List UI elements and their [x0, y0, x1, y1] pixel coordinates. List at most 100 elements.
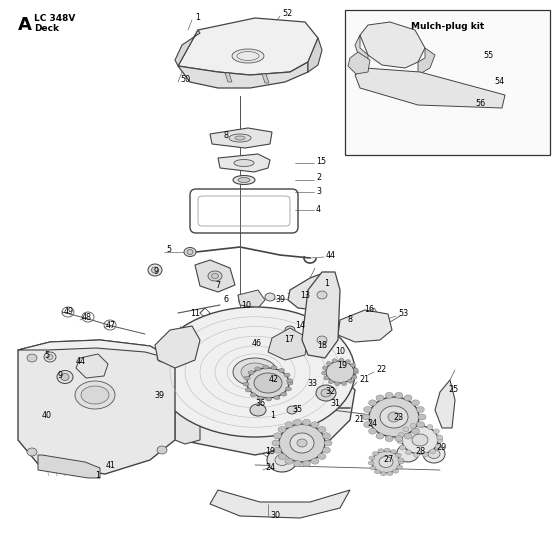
Ellipse shape	[412, 428, 419, 434]
Text: 5: 5	[166, 245, 171, 254]
Ellipse shape	[410, 423, 416, 428]
Text: 44: 44	[326, 250, 336, 259]
Ellipse shape	[287, 379, 293, 383]
Ellipse shape	[402, 426, 438, 454]
Ellipse shape	[342, 381, 347, 386]
Ellipse shape	[290, 433, 314, 453]
Text: 8: 8	[348, 315, 353, 324]
Text: LC 348V: LC 348V	[34, 14, 76, 23]
Text: 5: 5	[44, 352, 49, 361]
Polygon shape	[302, 272, 340, 358]
Ellipse shape	[413, 452, 419, 458]
Ellipse shape	[433, 429, 440, 434]
Ellipse shape	[380, 472, 386, 476]
Text: 25: 25	[448, 385, 458, 394]
Ellipse shape	[385, 436, 393, 442]
Ellipse shape	[278, 368, 284, 372]
Ellipse shape	[243, 382, 249, 386]
Ellipse shape	[368, 461, 374, 465]
Ellipse shape	[274, 395, 280, 400]
Ellipse shape	[376, 395, 384, 401]
Text: 39: 39	[154, 390, 164, 399]
Text: 27: 27	[383, 455, 393, 464]
Ellipse shape	[321, 371, 326, 375]
Ellipse shape	[317, 291, 327, 299]
Ellipse shape	[435, 444, 441, 449]
Ellipse shape	[353, 368, 358, 372]
Text: 10: 10	[335, 348, 345, 357]
Ellipse shape	[339, 358, 344, 362]
Text: 10: 10	[241, 301, 251, 310]
Ellipse shape	[368, 400, 376, 406]
Ellipse shape	[57, 371, 73, 384]
Ellipse shape	[370, 466, 376, 470]
Ellipse shape	[375, 470, 380, 474]
Ellipse shape	[363, 407, 372, 413]
Ellipse shape	[250, 404, 266, 416]
Ellipse shape	[326, 362, 331, 366]
Ellipse shape	[254, 373, 282, 393]
Polygon shape	[262, 74, 269, 83]
Ellipse shape	[395, 393, 403, 398]
Ellipse shape	[258, 396, 263, 400]
Text: 24: 24	[367, 419, 377, 428]
Ellipse shape	[75, 381, 115, 409]
Ellipse shape	[265, 293, 275, 301]
Ellipse shape	[397, 444, 419, 462]
Ellipse shape	[396, 465, 403, 469]
Ellipse shape	[421, 440, 439, 454]
Polygon shape	[195, 260, 235, 292]
Polygon shape	[418, 48, 435, 75]
Ellipse shape	[61, 374, 69, 380]
Ellipse shape	[437, 435, 443, 440]
Text: 48: 48	[82, 314, 92, 323]
Polygon shape	[178, 18, 318, 75]
Bar	[345, 10, 550, 155]
Ellipse shape	[395, 436, 403, 442]
Ellipse shape	[326, 361, 354, 383]
Ellipse shape	[278, 454, 286, 460]
Ellipse shape	[387, 472, 393, 475]
Ellipse shape	[285, 326, 295, 334]
Ellipse shape	[423, 445, 445, 463]
Text: 21: 21	[354, 416, 364, 424]
Text: 21: 21	[359, 376, 369, 385]
Text: 8: 8	[224, 132, 229, 141]
Ellipse shape	[395, 453, 402, 457]
Polygon shape	[348, 52, 370, 74]
Text: 30: 30	[270, 511, 280, 520]
Polygon shape	[308, 38, 322, 72]
Ellipse shape	[405, 450, 412, 455]
Ellipse shape	[321, 389, 331, 397]
Text: A: A	[18, 16, 32, 34]
Ellipse shape	[241, 363, 269, 381]
Polygon shape	[76, 354, 108, 378]
Ellipse shape	[372, 451, 379, 455]
Ellipse shape	[335, 382, 340, 386]
Ellipse shape	[263, 365, 269, 369]
Ellipse shape	[235, 136, 245, 140]
Text: 13: 13	[300, 291, 310, 300]
Ellipse shape	[279, 424, 325, 462]
Text: 28: 28	[415, 446, 425, 455]
Ellipse shape	[397, 439, 403, 444]
Ellipse shape	[233, 358, 277, 386]
Ellipse shape	[412, 400, 419, 406]
Ellipse shape	[311, 422, 319, 428]
Ellipse shape	[248, 371, 254, 375]
Ellipse shape	[378, 449, 384, 452]
Text: 33: 33	[307, 380, 317, 389]
Text: 46: 46	[252, 339, 262, 348]
Polygon shape	[355, 68, 505, 108]
Ellipse shape	[400, 445, 405, 450]
Text: 9: 9	[153, 268, 158, 277]
Ellipse shape	[404, 433, 412, 439]
Polygon shape	[155, 326, 200, 368]
Text: Mulch-plug kit: Mulch-plug kit	[411, 22, 484, 31]
Ellipse shape	[328, 380, 333, 384]
Ellipse shape	[380, 406, 408, 428]
Ellipse shape	[348, 379, 353, 383]
Ellipse shape	[352, 375, 357, 379]
Ellipse shape	[323, 366, 328, 370]
Text: 54: 54	[494, 77, 504, 86]
